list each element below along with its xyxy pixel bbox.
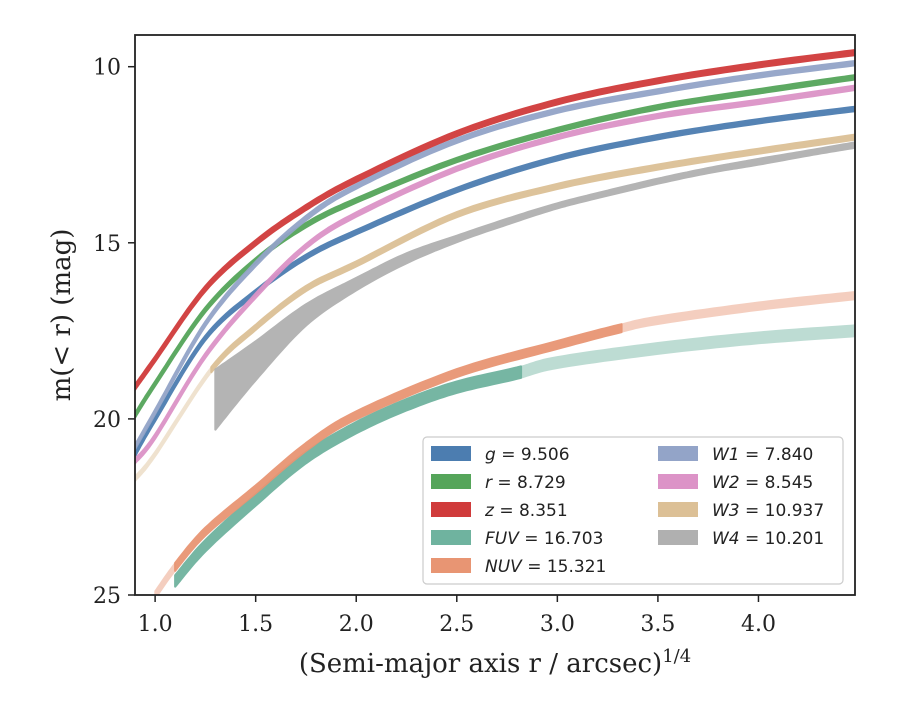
series-band-w4-0 [214,141,855,431]
legend-swatch [658,446,698,461]
legend-item-w3: W3 = 10.937 [658,501,824,521]
x-tick-label: 2.5 [439,612,474,637]
series-band-w1-0 [135,60,855,451]
legend-swatch [431,502,471,517]
series-w1 [135,60,855,451]
legend-label: W1 = 7.840 [712,445,813,465]
series-band-nuv-2 [620,291,855,333]
x-tick-label: 1.5 [238,612,273,637]
legend-item-g: g = 9.506 [431,445,570,465]
legend-item-w4: W4 = 10.201 [658,529,824,549]
x-tick-label: 2.0 [339,612,374,637]
legend-item-r: r = 8.729 [431,473,566,493]
legend-item-fuv: FUV = 16.703 [431,529,603,549]
legend-swatch [658,530,698,545]
series-w2 [135,84,855,465]
legend-label: z = 8.351 [484,501,568,521]
series-w4 [214,141,855,431]
legend-label: W4 = 10.201 [712,529,824,549]
y-tick-label: 10 [93,56,121,81]
series-z [135,49,855,391]
legend-label: W2 = 8.545 [712,473,813,493]
series-layer [135,49,855,595]
legend-swatch [431,530,471,545]
legend-swatch [431,474,471,489]
legend-label: W3 = 10.937 [712,501,824,521]
x-tick-label: 4.0 [741,612,776,637]
legend-swatch [658,502,698,517]
legend-swatch [431,446,471,461]
y-tick-label: 15 [93,232,121,257]
series-w3 [135,133,855,482]
legend-item-w1: W1 = 7.840 [658,445,813,465]
y-tick-label: 20 [93,408,121,433]
legend: g = 9.506 r = 8.729 z = 8.351 FUV = 16.703 N… [422,436,844,585]
x-axis: 1.0 1.5 2.0 2.5 3.0 3.5 4.0 [138,595,776,637]
legend-label: g = 9.506 [485,445,570,465]
legend-swatch [658,474,698,489]
legend-box [422,436,844,585]
legend-item-z: z = 8.351 [431,501,568,521]
series-band-z-0 [135,49,855,391]
series-band-w3-1 [210,133,855,374]
legend-label: NUV = 15.321 [485,557,606,577]
legend-label: FUV = 16.703 [485,529,603,549]
y-axis-label: m(< r) (mag) [47,229,77,402]
plot-frame [134,34,856,596]
series-band-nuv-1 [174,323,623,572]
y-tick-label: 25 [93,584,121,609]
x-axis-label: (Semi-major axis r / arcsec)1/4 [299,646,691,679]
legend-item-w2: W2 = 8.545 [658,473,813,493]
legend-item-nuv: NUV = 15.321 [431,557,606,577]
series-band-nuv-0 [154,562,176,595]
x-tick-label: 3.5 [640,612,675,637]
series-band-w2-0 [135,84,855,465]
x-tick-label: 1.0 [138,612,173,637]
series-nuv [154,291,855,595]
series-band-fuv-1 [520,324,855,379]
series-band-g-0 [135,105,855,458]
legend-swatch [431,558,471,573]
x-tick-label: 3.0 [540,612,575,637]
y-axis: 10 15 20 25 [93,56,135,609]
legend-label: r = 8.729 [485,473,566,493]
series-g [135,105,855,458]
